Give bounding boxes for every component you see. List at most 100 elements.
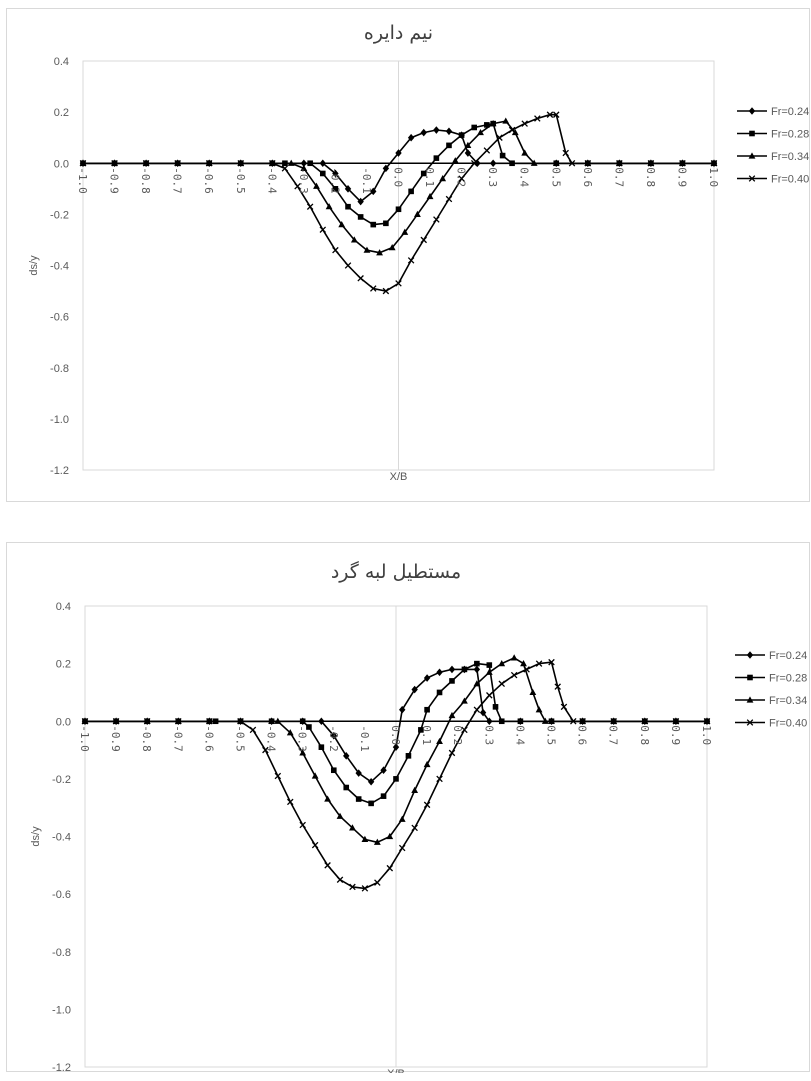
data-point — [401, 228, 409, 235]
data-point — [489, 120, 497, 127]
legend-marker — [748, 152, 756, 159]
data-point — [445, 127, 453, 136]
x-tick-label: 0.2 — [455, 167, 468, 187]
data-point — [433, 155, 440, 161]
data-point — [311, 772, 319, 779]
data-point — [350, 236, 358, 243]
data-point — [448, 711, 456, 719]
legend-label: Fr=0.40 — [769, 718, 807, 730]
x-tick-label: 0.7 — [612, 167, 625, 187]
legend-label: Fr=0.28 — [771, 129, 809, 141]
x-tick-label: 0.0 — [392, 167, 405, 187]
data-point — [386, 864, 394, 872]
data-point — [418, 727, 424, 733]
data-point — [392, 743, 400, 751]
data-point — [357, 197, 364, 206]
data-point — [324, 862, 331, 869]
data-point — [262, 746, 269, 754]
x-tick-label: -0.7 — [171, 725, 184, 752]
x-tick-label: 0.2 — [451, 725, 464, 745]
y-tick-label: 0.2 — [54, 107, 69, 119]
legend-marker — [749, 130, 755, 137]
legend-marker — [746, 651, 754, 659]
data-point — [523, 666, 530, 673]
data-point — [458, 175, 465, 182]
x-tick-label: -0.8 — [139, 167, 152, 194]
data-point — [367, 777, 375, 786]
data-point — [420, 128, 427, 137]
data-point — [313, 182, 320, 189]
data-point — [502, 117, 510, 124]
y-tick-label: -0.6 — [50, 312, 69, 324]
data-point — [496, 134, 503, 141]
data-point — [357, 275, 364, 282]
data-point — [408, 188, 414, 195]
data-point — [499, 152, 506, 159]
data-point — [306, 203, 314, 210]
x-tick-label: -0.2 — [327, 725, 340, 752]
data-point — [436, 737, 443, 745]
x-tick-label: 0.0 — [389, 725, 402, 745]
data-point — [439, 174, 447, 182]
y-tick-label: 0.2 — [56, 659, 71, 671]
data-point — [361, 885, 369, 892]
data-point — [534, 115, 541, 122]
data-point — [319, 170, 326, 177]
data-point — [343, 752, 350, 760]
data-point — [461, 726, 468, 734]
data-point — [448, 665, 456, 674]
data-point — [486, 662, 493, 668]
data-point — [370, 187, 377, 196]
legend-label: Fr=0.34 — [769, 695, 807, 707]
data-point — [477, 128, 484, 136]
legend-label: Fr=0.34 — [771, 151, 809, 163]
y-axis-label: ds/y — [28, 255, 40, 276]
data-point — [510, 654, 518, 661]
data-point — [332, 186, 339, 192]
data-point — [474, 660, 480, 667]
x-tick-label: 0.6 — [576, 725, 589, 745]
x-tick-label: 0.7 — [607, 725, 620, 745]
chart-title: مستطیل لبه گرد — [331, 560, 461, 583]
data-point — [483, 147, 491, 154]
data-point — [554, 683, 561, 690]
y-tick-label: -0.4 — [50, 261, 69, 273]
x-tick-label: 0.9 — [669, 725, 682, 745]
data-point — [445, 195, 453, 203]
data-point — [344, 185, 352, 193]
chart-rounded-rectangle: مستطیل لبه گرد 0.4 0.2 0.0 -0.2 -0.4 -0.6 -0.8 -… — [6, 542, 810, 1073]
data-point — [546, 111, 554, 118]
y-tick-label: -0.6 — [52, 889, 71, 901]
legend-label: Fr=0.28 — [769, 673, 807, 685]
data-point — [274, 772, 282, 780]
data-point — [331, 767, 337, 774]
data-point — [332, 246, 339, 254]
y-tick-label: -0.8 — [52, 947, 71, 959]
data-point — [368, 800, 374, 807]
data-point — [249, 726, 257, 734]
data-point — [370, 285, 377, 292]
x-tick-label: -0.9 — [109, 725, 122, 752]
data-point — [376, 249, 383, 256]
data-point — [448, 749, 456, 757]
data-point — [420, 236, 427, 244]
data-point — [479, 708, 487, 717]
x-tick-label: 0.8 — [638, 725, 651, 745]
data-point — [485, 668, 493, 675]
data-point — [393, 776, 399, 782]
data-point — [508, 126, 516, 134]
data-point — [498, 680, 505, 688]
legend-marker — [746, 696, 754, 703]
data-point — [311, 841, 319, 849]
data-point — [423, 760, 431, 768]
legend-entry: Fr=0.40 — [735, 718, 807, 730]
data-point — [388, 244, 396, 251]
x-tick-label: -1.0 — [76, 167, 89, 194]
data-point — [325, 203, 333, 210]
data-point — [464, 149, 472, 157]
x-tick-label: -0.6 — [202, 167, 215, 194]
data-point — [521, 149, 529, 156]
y-tick-label: -1.2 — [50, 465, 69, 477]
legend-label: Fr=0.24 — [771, 106, 809, 118]
data-point — [363, 246, 371, 253]
